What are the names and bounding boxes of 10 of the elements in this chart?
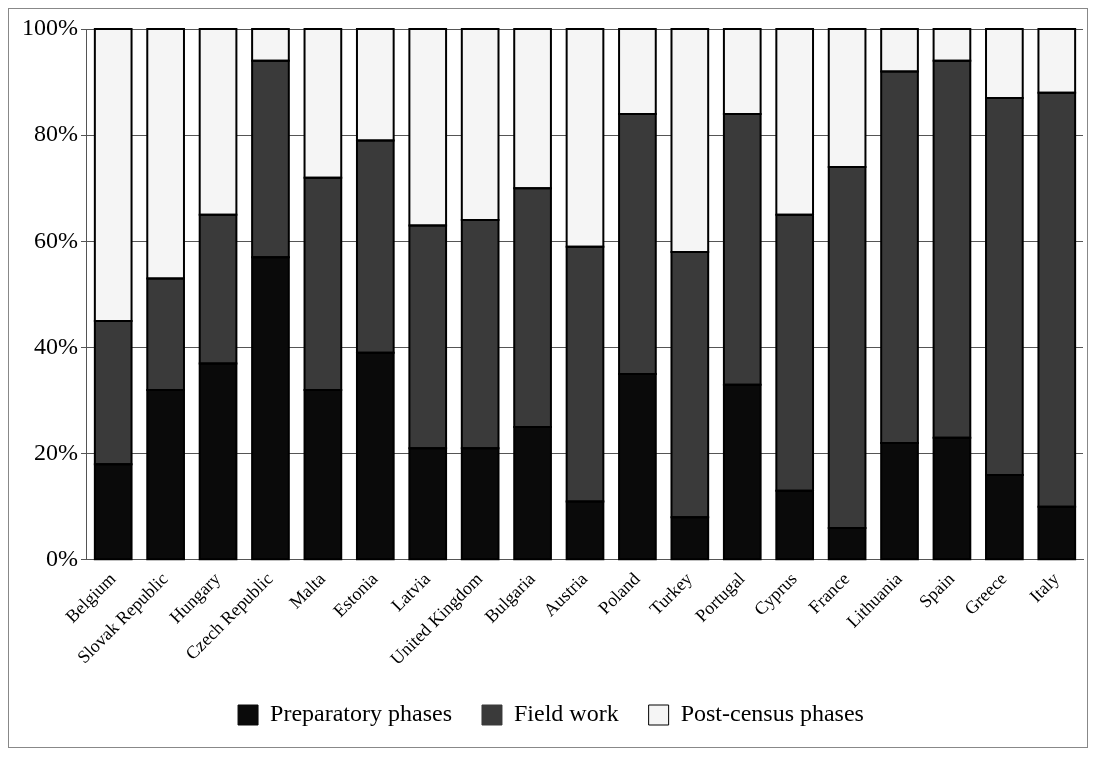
y-tick-label: 60% [33,226,78,253]
y-tick-label: 100% [21,14,78,41]
legend-label: Preparatory phases [270,700,452,727]
x-tick-label: Italy [1025,568,1063,606]
y-tick-label: 20% [33,438,78,465]
y-tick-label: 0% [45,545,78,572]
legend-label: Post-census phases [680,700,864,727]
y-tick-label: 80% [33,120,78,147]
legend-label: Field work [513,700,619,727]
y-tick-label: 40% [33,332,78,359]
